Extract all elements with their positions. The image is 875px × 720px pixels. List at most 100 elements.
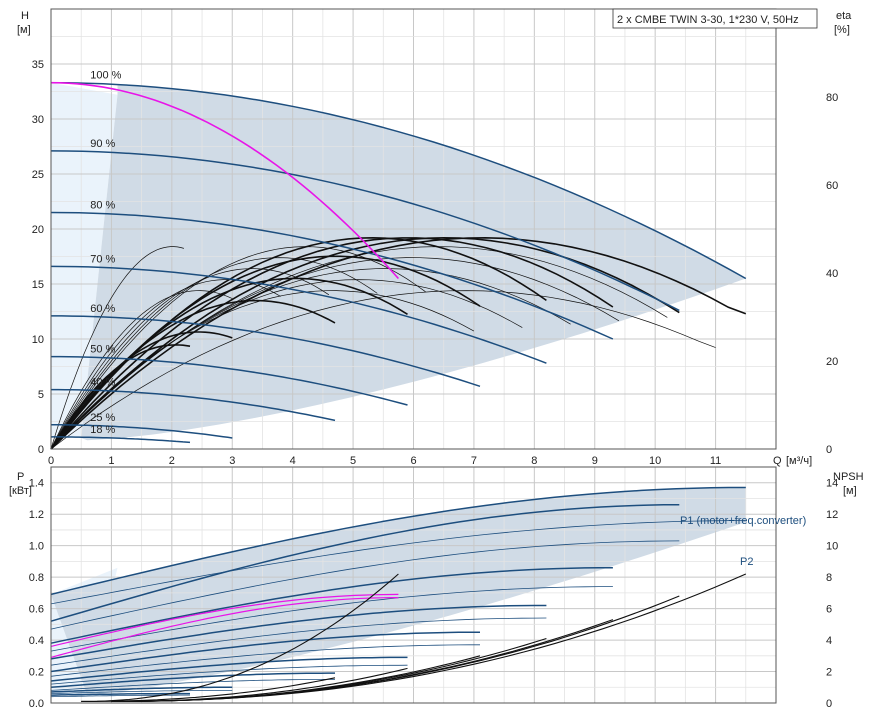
- x-axis-label-q: Q: [773, 455, 782, 467]
- chart-title: 2 x CMBE TWIN 3-30, 1*230 V, 50Hz: [617, 14, 799, 26]
- x-tick-label: 0: [48, 455, 54, 467]
- p2-curve: [50, 586, 613, 652]
- efficiency-curve: [50, 290, 475, 450]
- npsh-tick-label: 4: [826, 635, 832, 647]
- p2-curve: [50, 617, 547, 666]
- y-tick-label: 15: [32, 279, 44, 291]
- speed-label: 25 %: [90, 412, 115, 424]
- p2-curve: [50, 520, 746, 605]
- head-curve: [50, 81, 747, 280]
- y-tick-label: 30: [32, 114, 44, 126]
- x-tick-label: 4: [290, 455, 296, 467]
- efficiency-curve: [50, 237, 614, 450]
- speed-label: 90 %: [90, 138, 115, 150]
- npsh-tick-label: 2: [826, 667, 832, 679]
- p2-curve: [50, 644, 480, 677]
- head-curve: [50, 211, 614, 340]
- x-axis-unit-q: [м³/ч]: [786, 455, 812, 467]
- x-tick-label: 6: [410, 455, 416, 467]
- p1-curve: [50, 604, 547, 660]
- efficiency-curve: [50, 290, 716, 450]
- efficiency-curve: [50, 246, 426, 450]
- y-tick-label: 0: [38, 444, 44, 456]
- p2-curve: [50, 664, 408, 685]
- npsh-tick-label: 10: [826, 541, 838, 553]
- single-pump-power-curve: [50, 597, 399, 658]
- x-tick-label: 2: [169, 455, 175, 467]
- head-plot: 100 % 90 % 80 % 70 % 60 % 50 % 40 % 25 %18 % 0 1 2…: [32, 8, 838, 467]
- y2-axis-label-eta: eta: [836, 10, 852, 22]
- p-tick-label: 0.2: [29, 667, 44, 679]
- p2-curve: [50, 540, 680, 630]
- speed-label: 70 %: [90, 253, 115, 265]
- y-tick-label: 25: [32, 169, 44, 181]
- p2-curves: [50, 520, 746, 698]
- x-tick-label: 10: [649, 455, 661, 467]
- speed-labels: 100 % 90 % 80 % 70 % 60 % 50 % 40 % 25 %18 %: [90, 70, 121, 436]
- efficiency-curve: [50, 299, 336, 450]
- speed-label: 100 %: [90, 70, 121, 82]
- y2-tick-label: 60: [826, 180, 838, 192]
- y2-axis-label-npsh: NPSH: [833, 471, 864, 483]
- y-axis-label-h: H: [21, 10, 29, 22]
- p1-curve: [50, 656, 408, 682]
- y-tick-label: 10: [32, 334, 44, 346]
- npsh-tick-label: 12: [826, 509, 838, 521]
- npsh-curves: [81, 573, 747, 702]
- head-curve: [51, 436, 191, 444]
- y-axis-unit-h: [м]: [17, 24, 31, 36]
- low-flow-region: [51, 82, 118, 438]
- head-curve: [51, 315, 481, 388]
- y-tick-label: 5: [38, 389, 44, 401]
- head-curve: [51, 388, 336, 422]
- y-tick-label: 35: [32, 59, 44, 71]
- y2-tick-label: 40: [826, 268, 838, 280]
- npsh-curve: [111, 667, 408, 702]
- p1-series-label: P1 (motor+freq.converter): [680, 515, 806, 527]
- p1-curve: [50, 631, 480, 673]
- y2-axis-unit-eta: [%]: [834, 24, 850, 36]
- efficiency-curve: [50, 290, 233, 450]
- single-pump-head-curve: [50, 81, 399, 280]
- efficiency-curve: [50, 268, 330, 450]
- speed-label: 80 %: [90, 200, 115, 212]
- y-tick-label: 20: [32, 224, 44, 236]
- head-curves: [50, 81, 747, 444]
- head-curve: [50, 265, 547, 364]
- speed-label: 50 %: [90, 344, 115, 356]
- p2-series-label: P2: [740, 556, 753, 568]
- p2-curve: [50, 679, 335, 691]
- y2-axis-unit-npsh: [м]: [843, 485, 857, 497]
- p2-curve: [50, 694, 190, 698]
- npsh-tick-label: 8: [826, 572, 832, 584]
- p1-curve: [50, 672, 335, 689]
- efficiency-curves: [50, 236, 747, 450]
- power-operating-envelope: [51, 487, 746, 696]
- p-tick-label: 1.4: [29, 478, 44, 490]
- speed-label: 40 %: [90, 377, 115, 389]
- x-tick-label: 1: [108, 455, 114, 467]
- p-tick-label: 0.8: [29, 572, 44, 584]
- head-curve: [50, 150, 680, 312]
- speed-label: 18 %: [90, 424, 115, 436]
- p1-curve: [50, 686, 233, 693]
- p-tick-label: 0.0: [29, 698, 44, 710]
- x-tick-label: 9: [592, 455, 598, 467]
- y-axis-unit-p: [кВт]: [9, 485, 32, 497]
- npsh-tick-label: 0: [826, 698, 832, 710]
- x-tick-label: 7: [471, 455, 477, 467]
- p-tick-label: 0.6: [29, 604, 44, 616]
- efficiency-curve: [50, 246, 184, 450]
- efficiency-curve: [50, 246, 668, 450]
- chart-labels: 2 x CMBE TWIN 3-30, 1*230 V, 50Hz H [м] …: [9, 8, 864, 568]
- p1-curve: [50, 566, 613, 644]
- power-plot-frame: [50, 466, 777, 704]
- head-curve: [51, 424, 233, 439]
- npsh-tick-label: 6: [826, 604, 832, 616]
- p1-curve: [50, 504, 680, 622]
- p2-curve: [50, 690, 233, 694]
- single-pump-power-curve: [50, 593, 399, 647]
- efficiency-curve: [50, 331, 233, 450]
